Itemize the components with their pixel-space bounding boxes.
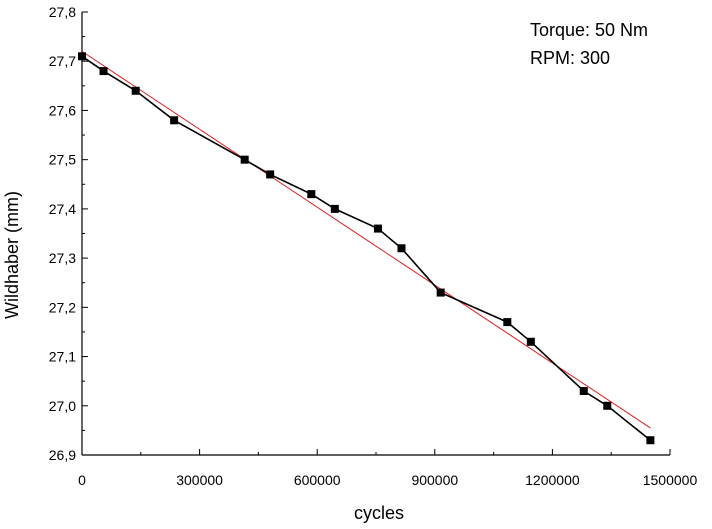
x-tick-label: 0 <box>78 472 86 488</box>
y-tick-labels: 26,9 27,0 27,1 27,2 27,3 27,4 27,5 27,6 27,7 27,8 <box>49 4 76 463</box>
data-point-marker <box>307 190 316 199</box>
y-tick-label: 27,1 <box>49 349 76 365</box>
x-tick-labels: 0 300000 600000 900000 1200000 1500000 <box>78 472 697 488</box>
data-point-marker <box>397 244 406 253</box>
data-point-marker <box>373 224 382 233</box>
y-tick-label: 27,2 <box>49 299 76 315</box>
linear-fit-line <box>81 50 651 429</box>
y-tick-label: 27,3 <box>49 250 76 266</box>
x-tick-label: 900000 <box>411 472 458 488</box>
data-point-marker <box>266 170 275 179</box>
axis-ticks <box>81 11 671 456</box>
y-axis-title: Wildhaber (mm) <box>2 191 22 319</box>
data-point-marker <box>170 116 179 125</box>
data-series-line <box>81 55 651 441</box>
y-tick-label: 27,8 <box>49 4 76 20</box>
data-point-marker <box>330 204 339 213</box>
annotation-torque: Torque: 50 Nm <box>530 20 648 40</box>
x-axis-title: cycles <box>354 503 404 523</box>
y-tick-label: 27,6 <box>49 102 76 118</box>
y-tick-label: 26,9 <box>49 447 76 463</box>
y-tick-label: 27,7 <box>49 53 76 69</box>
fit-line-layer <box>81 50 651 429</box>
data-point-marker <box>503 318 512 327</box>
y-tick-label: 27,5 <box>49 152 76 168</box>
data-point-marker <box>240 155 249 164</box>
x-tick-label: 300000 <box>176 472 223 488</box>
y-tick-label: 27,0 <box>49 398 76 414</box>
x-tick-label: 1200000 <box>525 472 580 488</box>
data-markers-layer <box>78 52 655 445</box>
data-point-marker <box>436 288 445 297</box>
x-tick-label: 600000 <box>294 472 341 488</box>
data-point-marker <box>99 67 108 76</box>
data-point-marker <box>78 52 86 61</box>
data-series-layer <box>81 55 651 441</box>
x-tick-label: 1500000 <box>643 472 698 488</box>
data-point-marker <box>131 86 140 95</box>
data-point-marker <box>603 401 612 410</box>
data-point-marker <box>526 337 535 346</box>
y-tick-label: 27,4 <box>49 201 76 217</box>
data-point-marker <box>646 436 655 445</box>
data-point-marker <box>579 387 588 396</box>
annotation-rpm: RPM: 300 <box>530 48 610 68</box>
